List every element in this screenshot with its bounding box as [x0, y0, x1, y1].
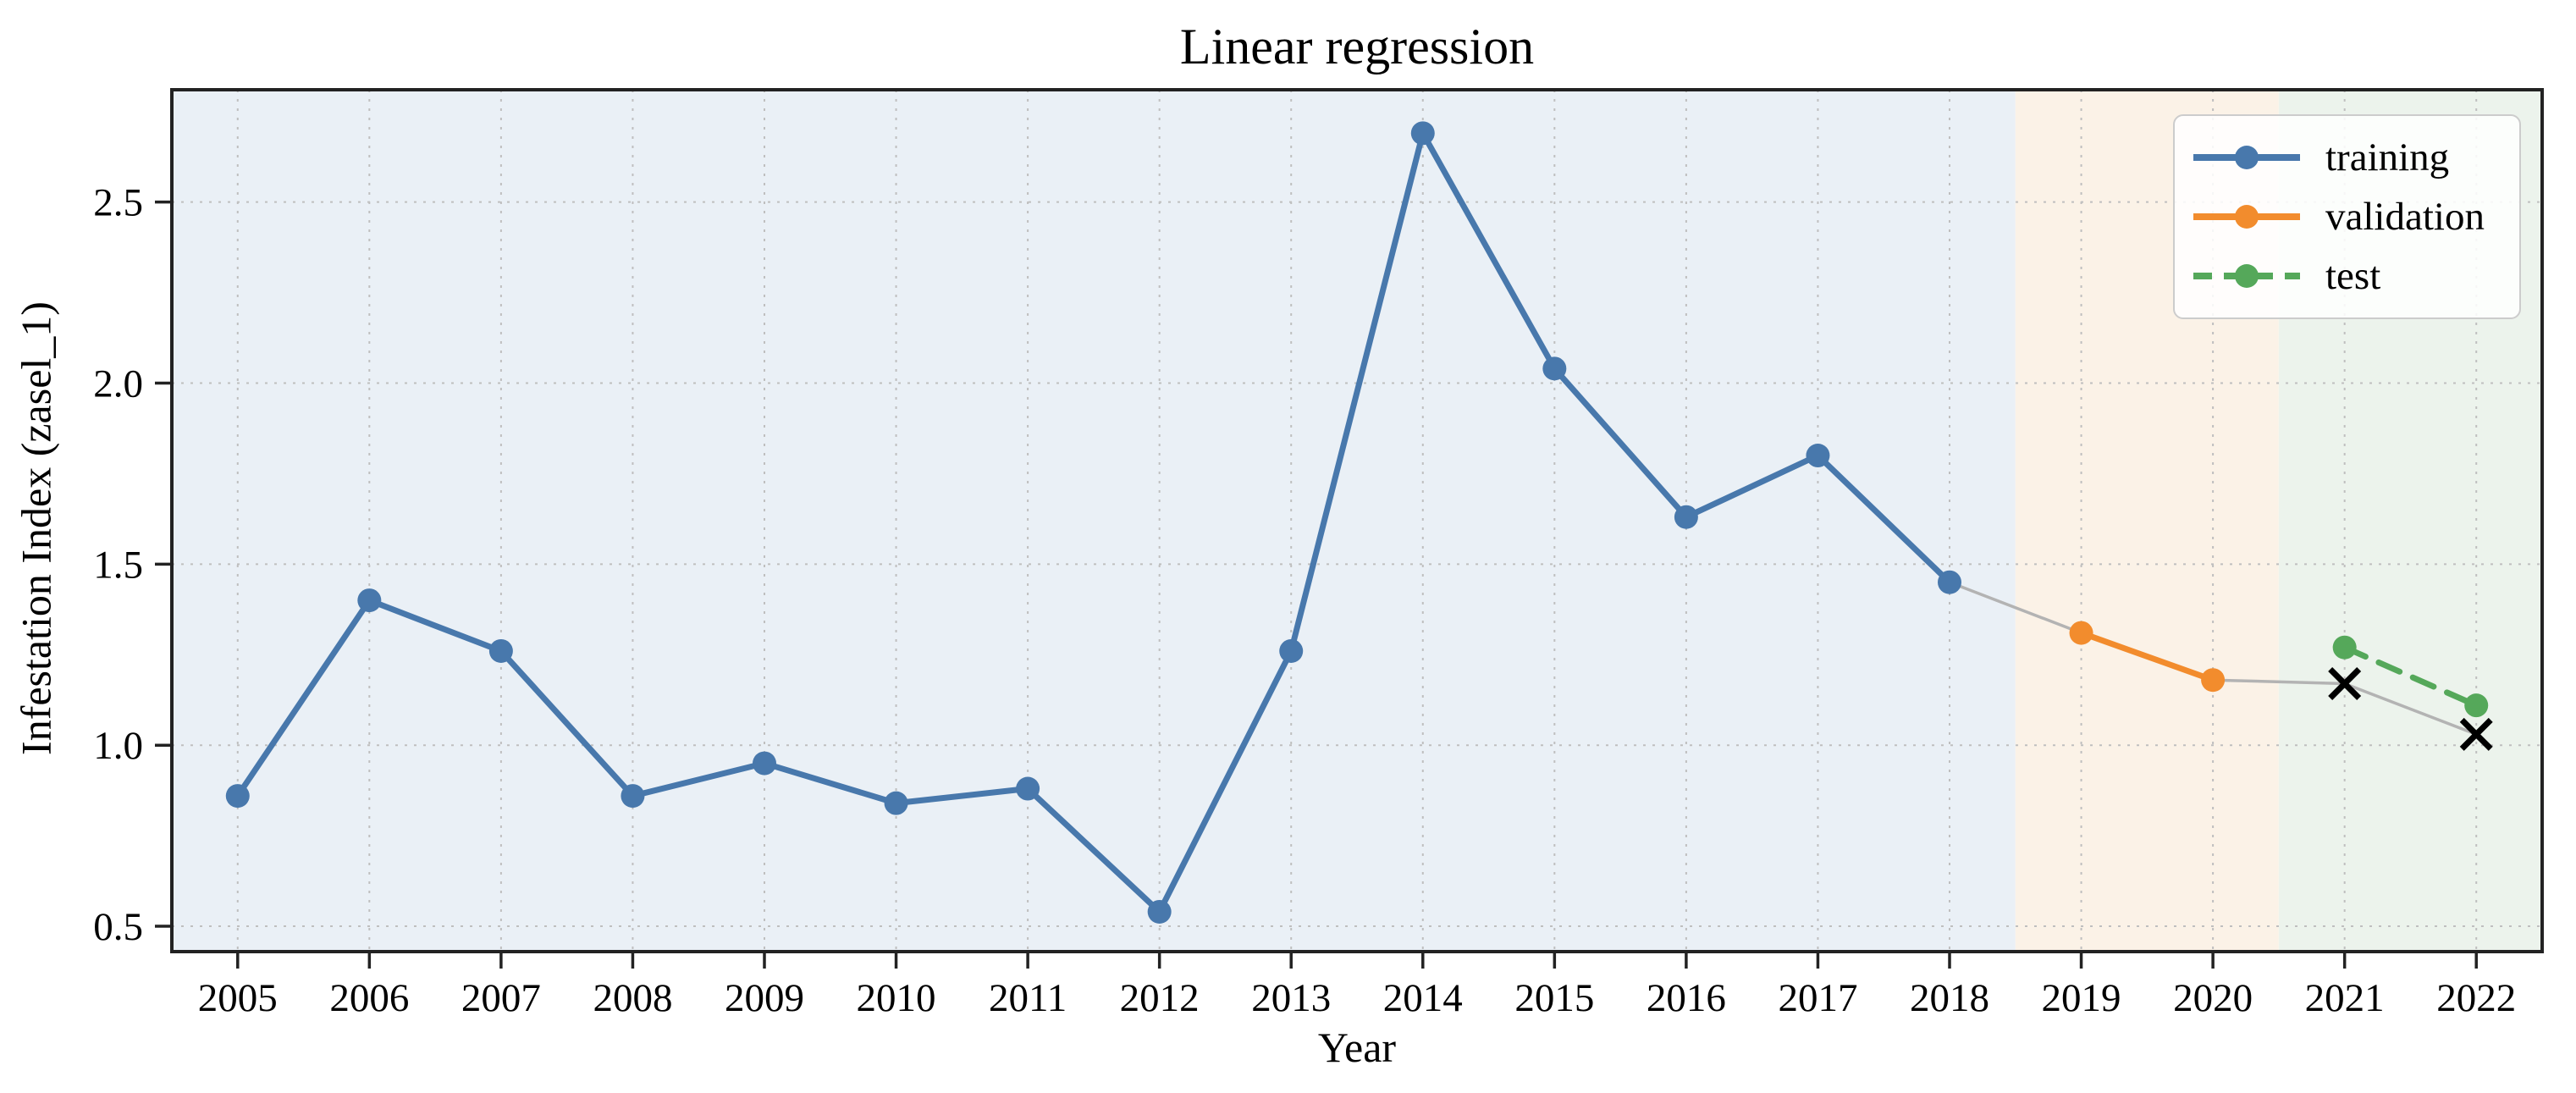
- tick-marks: [155, 200, 2478, 969]
- training-line: [234, 130, 1953, 915]
- training-point: [225, 784, 250, 809]
- training-point: [1806, 444, 1830, 468]
- connector-line: [1949, 581, 2082, 635]
- training-point: [621, 784, 645, 809]
- training-point: [753, 751, 776, 776]
- x-tick-label: 2011: [989, 976, 1067, 1020]
- training-point: [1016, 776, 1040, 801]
- x-tick-label: 2012: [1120, 976, 1200, 1020]
- training-point: [488, 638, 513, 663]
- test-sample-marker: [2235, 264, 2259, 288]
- y-axis-label: Infestation Index (zasel_1): [12, 301, 60, 755]
- legend-item-validation: validation: [2192, 194, 2502, 239]
- y-tick-label: 1.0: [93, 724, 143, 768]
- training-point: [1279, 638, 1304, 663]
- plot-border: [170, 88, 2544, 953]
- x-marker: [2328, 667, 2362, 700]
- training-point: [884, 791, 908, 815]
- x-axis-label: Year: [1317, 1024, 1397, 1071]
- legend-label: training: [2325, 135, 2450, 179]
- legend-item-test: test: [2192, 253, 2502, 298]
- training-point: [1674, 505, 1698, 529]
- tick-labels: 2005 2006 2007 2008 2009 2010 2011 2012 2013 2014…: [93, 181, 2516, 1020]
- x-tick-label: 2006: [329, 976, 409, 1020]
- validation-point: [2069, 621, 2093, 645]
- validation-line-sample-icon: [2193, 205, 2300, 229]
- x-tick-label: 2017: [1778, 976, 1857, 1020]
- x-tick-label: 2010: [857, 976, 936, 1020]
- validation-sample-marker: [2235, 205, 2259, 229]
- x-tick-label: 2021: [2305, 976, 2385, 1020]
- chart-title: Linear regression: [1179, 19, 1535, 75]
- x-tick-label: 2008: [593, 976, 672, 1020]
- series-test: [2332, 635, 2489, 718]
- test-line-sample-icon: [2193, 264, 2300, 288]
- x-tick-label: 2014: [1383, 976, 1463, 1020]
- training-point: [1410, 121, 1435, 146]
- y-tick-label: 2.0: [93, 362, 143, 406]
- legend-item-training: training: [2192, 135, 2502, 179]
- training-sample-marker: [2235, 146, 2259, 169]
- training-point: [357, 588, 382, 613]
- x-tick-label: 2018: [1910, 976, 1989, 1020]
- test-point: [2464, 693, 2489, 718]
- y-tick-label: 1.5: [93, 543, 143, 587]
- training-line-sample-icon: [2193, 146, 2300, 169]
- validation-point: [2201, 668, 2226, 693]
- x-tick-label: 2007: [461, 976, 541, 1020]
- observed-x-markers: [2328, 667, 2493, 751]
- x-tick-label: 2005: [198, 976, 278, 1020]
- x-tick-label: 2019: [2042, 976, 2121, 1020]
- training-point: [1938, 570, 1961, 594]
- connector-line: [2344, 682, 2477, 736]
- x-tick-label: 2022: [2436, 976, 2516, 1020]
- training-point: [1542, 356, 1567, 381]
- legend-label: test: [2325, 253, 2381, 298]
- x-marker: [2459, 717, 2493, 751]
- y-tick-label: 0.5: [93, 905, 143, 949]
- legend-label: validation: [2325, 194, 2485, 239]
- series-training: [225, 121, 1961, 924]
- x-tick-label: 2015: [1514, 976, 1594, 1020]
- test-line: [2342, 644, 2479, 709]
- training-point: [1147, 899, 1172, 924]
- connector-line: [2213, 678, 2345, 686]
- x-tick-label: 2009: [725, 976, 804, 1020]
- validation-line: [2078, 630, 2216, 683]
- training-region: [172, 90, 2016, 952]
- test-point: [2332, 635, 2357, 660]
- x-tick-label: 2020: [2173, 976, 2253, 1020]
- x-tick-label: 2016: [1647, 976, 1726, 1020]
- y-tick-label: 2.5: [93, 181, 143, 225]
- x-tick-label: 2013: [1251, 976, 1331, 1020]
- legend: training validation test: [2173, 114, 2521, 319]
- series-validation: [2069, 621, 2226, 693]
